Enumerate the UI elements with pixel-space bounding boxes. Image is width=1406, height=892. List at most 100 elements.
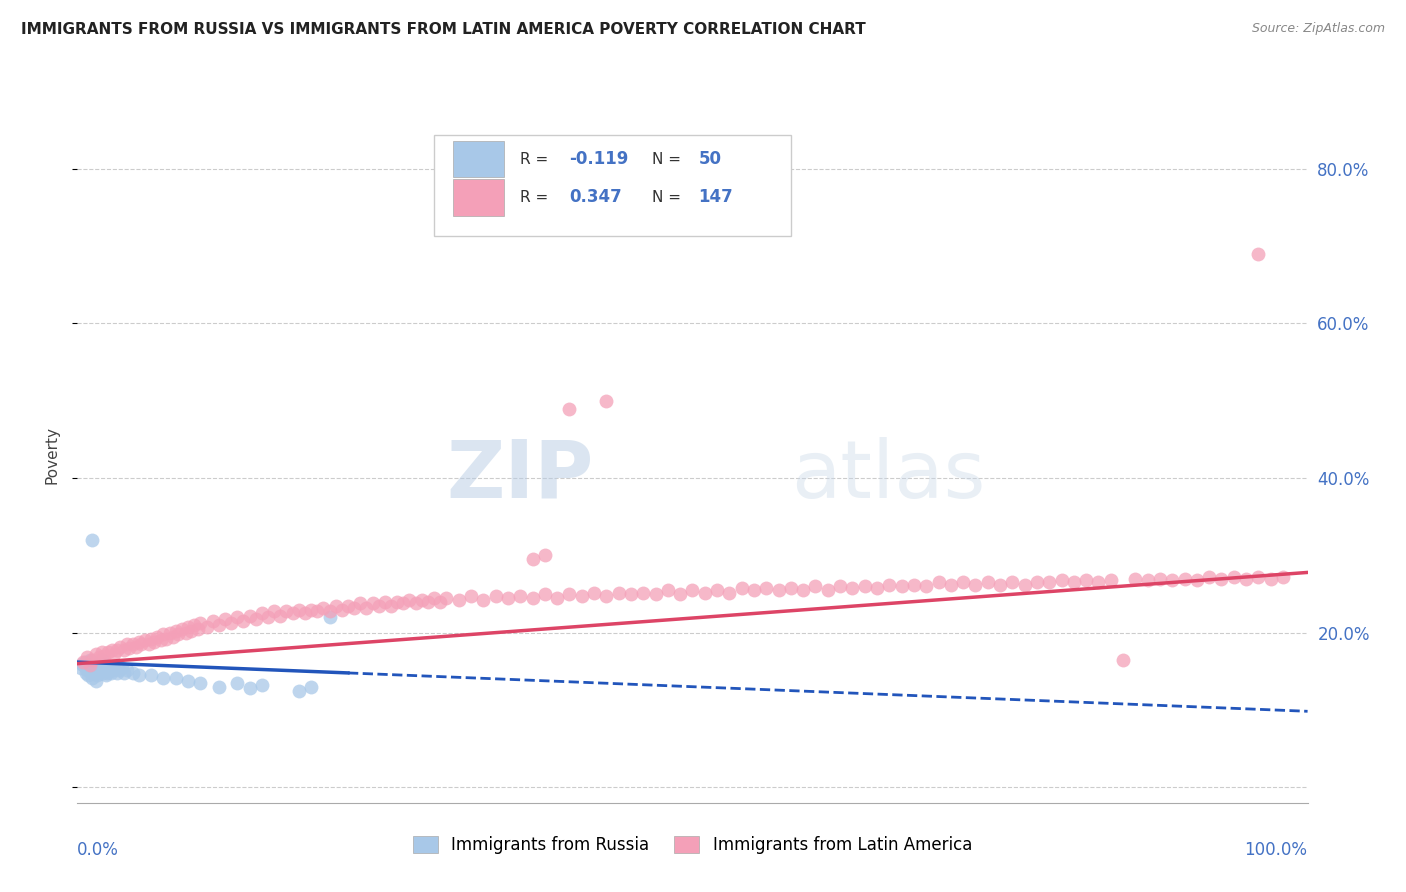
Point	[70, 660, 93, 674]
Point	[866, 581, 889, 595]
Point	[522, 591, 544, 605]
Point	[82, 533, 104, 547]
Point	[337, 599, 360, 613]
Point	[87, 663, 110, 677]
Point	[84, 657, 107, 671]
Point	[76, 663, 98, 677]
Point	[187, 622, 209, 636]
Point	[84, 673, 107, 688]
Point	[73, 655, 96, 669]
Point	[79, 658, 101, 673]
Point	[325, 599, 347, 613]
Point	[830, 579, 852, 593]
Point	[82, 665, 104, 680]
Text: N =: N =	[652, 190, 686, 205]
Point	[1038, 575, 1060, 590]
Point	[398, 593, 420, 607]
Point	[1198, 570, 1220, 584]
Point	[250, 678, 273, 692]
Point	[208, 618, 231, 632]
Point	[86, 668, 108, 682]
Point	[1247, 570, 1270, 584]
Point	[150, 633, 173, 648]
Point	[1001, 575, 1024, 590]
Point	[436, 591, 458, 605]
Point	[79, 665, 101, 679]
Point	[1026, 575, 1049, 590]
Point	[98, 663, 121, 677]
Point	[423, 591, 446, 605]
Point	[97, 660, 120, 674]
Point	[1272, 570, 1295, 584]
Point	[142, 635, 165, 649]
Point	[72, 655, 94, 669]
Point	[115, 637, 138, 651]
Point	[165, 624, 187, 639]
Point	[879, 578, 901, 592]
Point	[682, 583, 704, 598]
Point	[167, 627, 190, 641]
Y-axis label: Poverty: Poverty	[44, 425, 59, 484]
Point	[111, 660, 132, 674]
Point	[89, 650, 111, 665]
Text: 0.347: 0.347	[569, 188, 623, 206]
Point	[558, 587, 581, 601]
Point	[742, 583, 765, 598]
Point	[103, 648, 125, 662]
Point	[125, 640, 148, 654]
Point	[141, 668, 163, 682]
Point	[988, 578, 1011, 592]
Point	[83, 660, 105, 674]
Point	[361, 596, 384, 610]
Point	[928, 575, 950, 590]
Point	[1014, 578, 1036, 592]
Point	[214, 612, 236, 626]
Point	[522, 552, 544, 566]
Text: Source: ZipAtlas.com: Source: ZipAtlas.com	[1251, 22, 1385, 36]
Point	[349, 596, 371, 610]
Point	[110, 640, 132, 654]
Point	[1234, 572, 1257, 586]
Point	[411, 593, 433, 607]
Point	[299, 680, 322, 694]
Point	[644, 587, 666, 601]
Point	[177, 673, 200, 688]
Point	[915, 579, 938, 593]
Point	[669, 587, 692, 601]
Text: 147: 147	[699, 188, 734, 206]
Point	[82, 653, 104, 667]
Point	[105, 665, 128, 680]
Point	[76, 650, 98, 665]
Point	[112, 665, 135, 680]
Point	[70, 657, 93, 671]
Text: N =: N =	[652, 152, 686, 167]
Point	[318, 604, 340, 618]
Point	[195, 619, 218, 633]
Text: 100.0%: 100.0%	[1244, 841, 1308, 859]
Point	[731, 581, 754, 595]
Point	[1247, 247, 1270, 261]
Point	[128, 635, 150, 649]
Point	[281, 607, 304, 621]
Point	[94, 668, 117, 682]
Point	[201, 614, 224, 628]
Point	[152, 627, 174, 641]
Point	[1087, 575, 1109, 590]
Point	[79, 653, 101, 667]
Point	[817, 583, 839, 598]
Point	[100, 665, 122, 680]
Point	[174, 625, 197, 640]
Point	[155, 632, 177, 646]
Point	[460, 589, 482, 603]
Point	[387, 595, 409, 609]
Text: R =: R =	[520, 190, 554, 205]
Point	[792, 583, 814, 598]
Text: atlas: atlas	[792, 437, 986, 515]
Point	[755, 581, 778, 595]
Point	[226, 676, 249, 690]
Point	[534, 587, 557, 601]
Point	[343, 601, 366, 615]
Point	[90, 645, 114, 659]
Point	[105, 642, 128, 657]
Point	[1063, 575, 1085, 590]
